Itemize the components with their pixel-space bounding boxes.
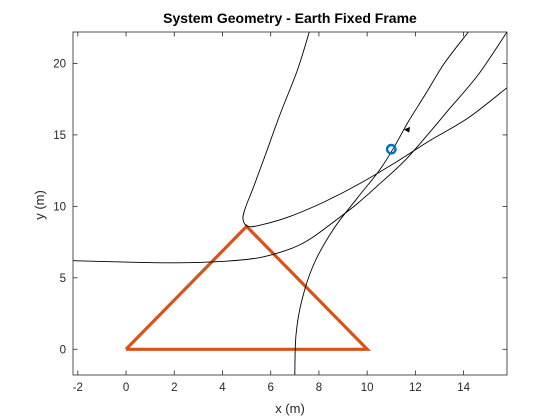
chart-title: System Geometry - Earth Fixed Frame [163,10,417,26]
x-tick-label: -2 [73,382,83,394]
x-tick-label: 8 [316,382,322,394]
trajectory-line-1 [73,32,507,264]
x-tick-label: 14 [457,382,470,394]
y-tick-label: 10 [53,201,66,213]
trajectory-line-2 [294,32,469,375]
y-tick-label: 20 [53,58,66,70]
trajectory-line-3 [242,32,507,228]
x-tick-label: 4 [219,382,226,394]
position-marker [385,143,397,155]
direction-arrow-icon [403,126,411,133]
y-tick-label: 0 [60,344,66,356]
x-tick-label: 12 [409,382,422,394]
plot-area [73,32,507,375]
x-tick-label: 6 [268,382,274,394]
x-tick-label: 2 [171,382,177,394]
x-tick-label: 0 [123,382,129,394]
y-tick-label: 5 [60,273,66,285]
triangle-outline [124,224,372,351]
y-tick-label: 15 [53,130,66,142]
x-axis: -2 0 2 4 6 8 10 12 14 [73,32,471,394]
x-axis-label: x (m) [275,401,305,416]
axes-box [72,31,508,376]
y-axis-label: y (m) [32,190,47,220]
y-axis: 0 5 10 15 20 [53,58,507,356]
x-tick-label: 10 [361,382,374,394]
